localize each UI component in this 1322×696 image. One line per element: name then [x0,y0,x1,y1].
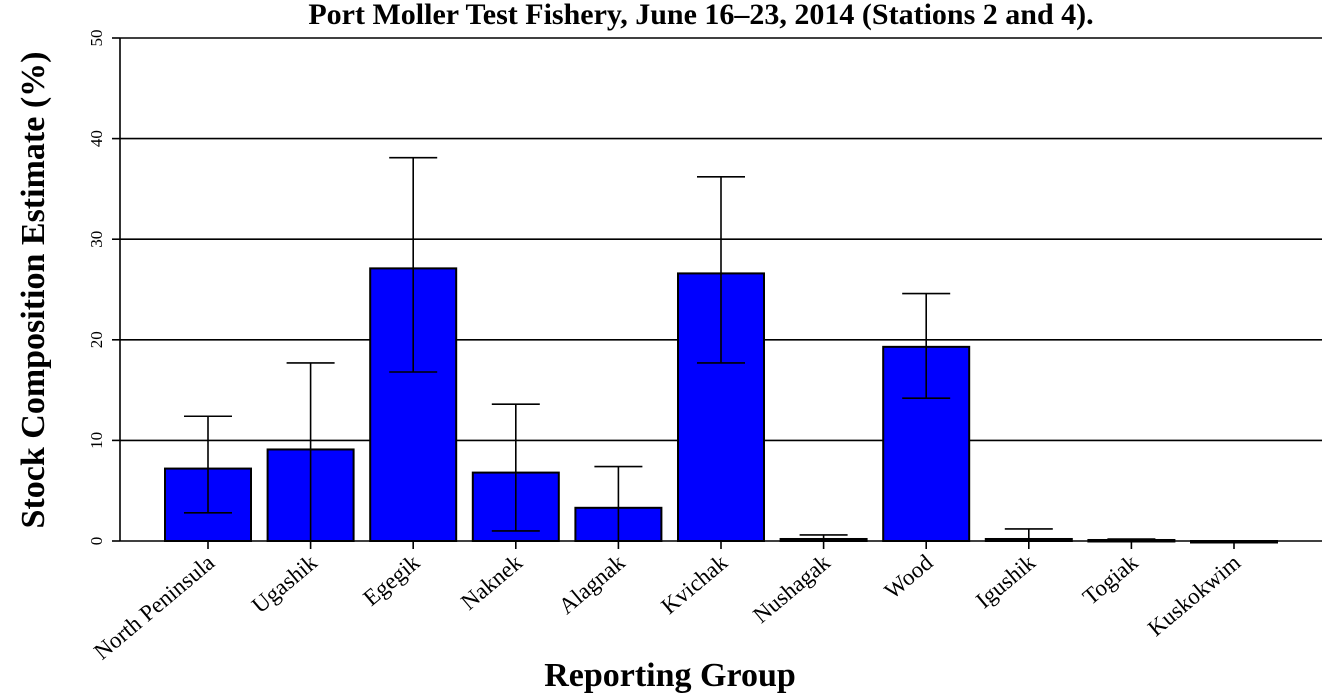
y-tick-label: 20 [87,331,106,348]
x-tick-label: Kvichak [656,549,732,619]
x-tick-label: Kuskokwim [1143,550,1245,642]
x-tick-label: North Peninsula [89,550,219,665]
y-tick-label: 30 [87,231,106,248]
x-tick-label: Wood [880,549,938,603]
y-axis-title: Stock Composition Estimate (%) [15,52,52,529]
x-tick-label: Igushik [971,549,1040,613]
x-tick-label: Ugashik [247,549,322,618]
y-tick-label: 40 [87,130,106,147]
x-tick-label: Nushagak [748,549,835,628]
error-bars [184,156,1258,542]
y-tick-label: 50 [87,30,106,47]
x-tick-label: Naknek [456,549,527,614]
x-tick-labels: North Peninsula Ugashik Egegik Naknek Alagna… [89,549,1245,664]
chart-title: Port Moller Test Fishery, June 16–23, 20… [308,0,1093,31]
y-tick-label: 10 [87,432,106,449]
x-tick-label: Alagnak [554,549,630,619]
x-tick-label: Togiak [1078,549,1143,609]
axes [112,37,1322,549]
x-tick-label: Egegik [358,549,424,610]
x-axis-title: Reporting Group [544,657,796,694]
y-tick-label: 0 [87,537,106,546]
y-tick-labels: 0 10 20 30 40 50 [87,30,106,546]
